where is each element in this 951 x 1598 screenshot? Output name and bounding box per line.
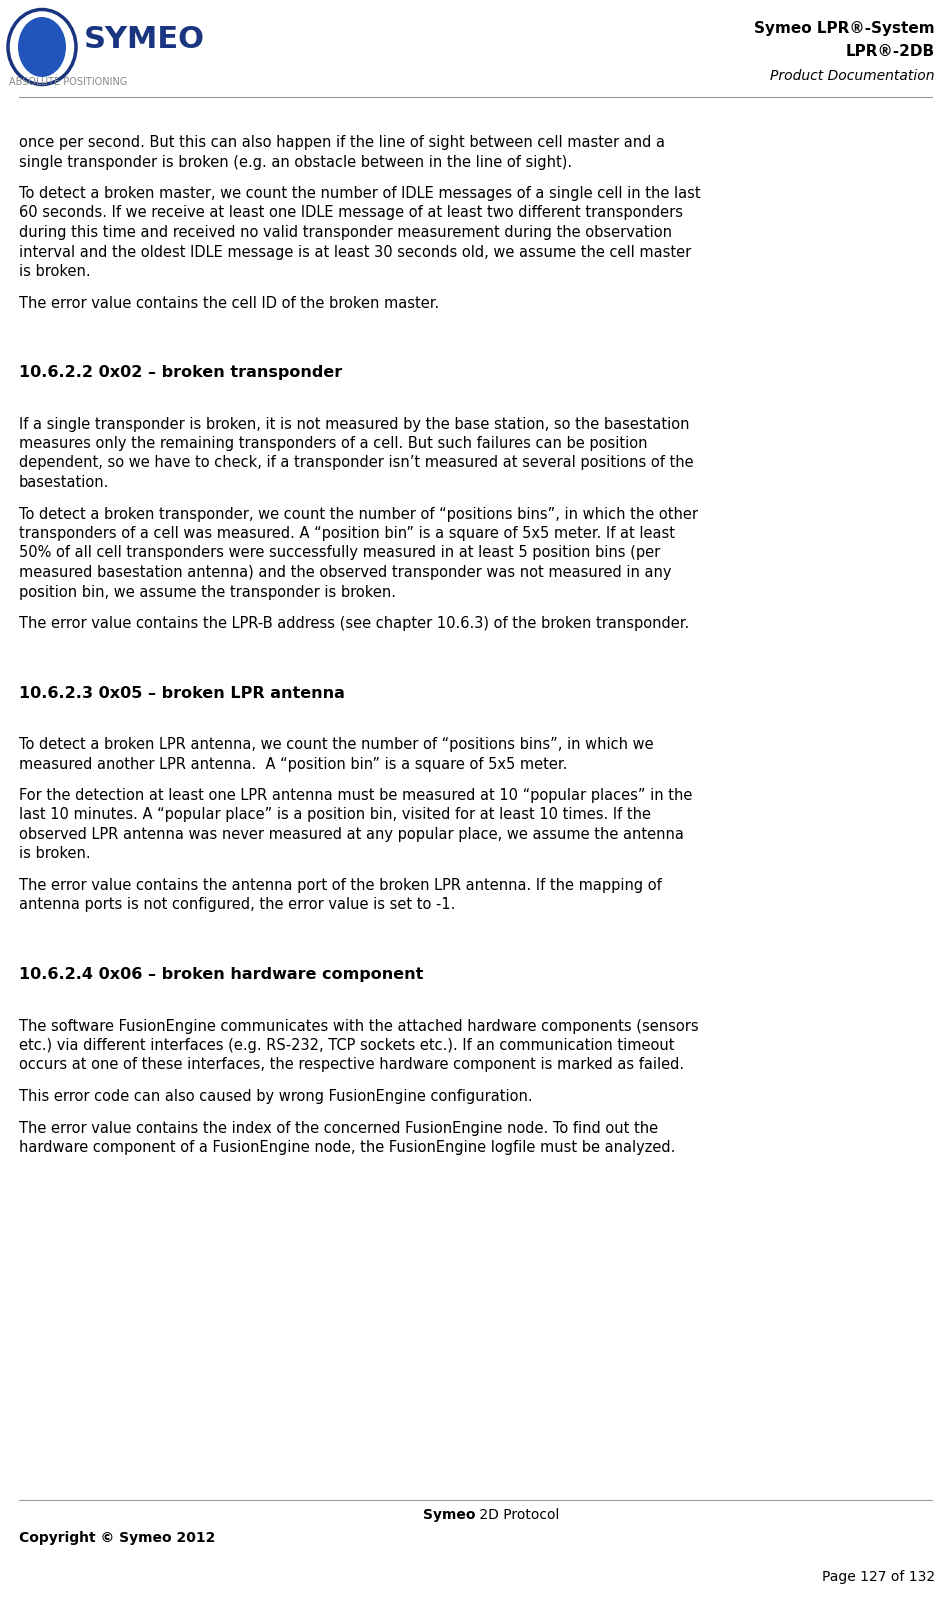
Text: 50% of all cell transponders were successfully measured in at least 5 position b: 50% of all cell transponders were succes… [19, 545, 660, 561]
Text: The error value contains the cell ID of the broken master.: The error value contains the cell ID of … [19, 296, 439, 310]
Text: Copyright © Symeo 2012: Copyright © Symeo 2012 [19, 1531, 215, 1545]
Text: hardware component of a FusionEngine node, the FusionEngine logfile must be anal: hardware component of a FusionEngine nod… [19, 1139, 675, 1155]
Text: etc.) via different interfaces (e.g. RS-232, TCP sockets etc.). If an communicat: etc.) via different interfaces (e.g. RS-… [19, 1039, 674, 1053]
Text: measured another LPR antenna.  A “position bin” is a square of 5x5 meter.: measured another LPR antenna. A “positio… [19, 756, 568, 772]
Text: This error code can also caused by wrong FusionEngine configuration.: This error code can also caused by wrong… [19, 1088, 533, 1104]
Text: once per second. But this can also happen if the line of sight between cell mast: once per second. But this can also happe… [19, 134, 665, 150]
Text: occurs at one of these interfaces, the respective hardware component is marked a: occurs at one of these interfaces, the r… [19, 1058, 684, 1072]
Text: position bin, we assume the transponder is broken.: position bin, we assume the transponder … [19, 585, 396, 599]
Ellipse shape [18, 18, 66, 77]
Text: basestation.: basestation. [19, 475, 109, 491]
Text: The error value contains the LPR-B address (see chapter 10.6.3) of the broken tr: The error value contains the LPR-B addre… [19, 615, 689, 631]
Text: The error value contains the index of the concerned FusionEngine node. To find o: The error value contains the index of th… [19, 1120, 658, 1136]
Text: 10.6.2.2 0x02 – broken transponder: 10.6.2.2 0x02 – broken transponder [19, 364, 342, 380]
Text: To detect a broken LPR antenna, we count the number of “positions bins”, in whic: To detect a broken LPR antenna, we count… [19, 737, 653, 753]
Text: measures only the remaining transponders of a cell. But such failures can be pos: measures only the remaining transponders… [19, 436, 648, 451]
Text: SYMEO: SYMEO [84, 26, 205, 54]
Text: The software FusionEngine communicates with the attached hardware components (se: The software FusionEngine communicates w… [19, 1018, 699, 1034]
Text: LPR®-2DB: LPR®-2DB [845, 45, 935, 59]
Text: 2D Protocol: 2D Protocol [475, 1509, 559, 1521]
Text: measured basestation antenna) and the observed transponder was not measured in a: measured basestation antenna) and the ob… [19, 566, 671, 580]
Text: If a single transponder is broken, it is not measured by the base station, so th: If a single transponder is broken, it is… [19, 417, 689, 431]
Text: ABSOLUTE POSITIONING: ABSOLUTE POSITIONING [9, 77, 127, 86]
Text: 10.6.2.3 0x05 – broken LPR antenna: 10.6.2.3 0x05 – broken LPR antenna [19, 686, 345, 700]
Text: For the detection at least one LPR antenna must be measured at 10 “popular place: For the detection at least one LPR anten… [19, 788, 692, 804]
Text: Symeo LPR®-System: Symeo LPR®-System [754, 21, 935, 35]
Text: Page 127 of 132: Page 127 of 132 [822, 1569, 935, 1584]
Text: during this time and received no valid transponder measurement during the observ: during this time and received no valid t… [19, 225, 672, 240]
Text: dependent, so we have to check, if a transponder isn’t measured at several posit: dependent, so we have to check, if a tra… [19, 455, 693, 470]
Text: Product Documentation: Product Documentation [770, 69, 935, 83]
Text: last 10 minutes. A “popular place” is a position bin, visited for at least 10 ti: last 10 minutes. A “popular place” is a … [19, 807, 651, 823]
Text: transponders of a cell was measured. A “position bin” is a square of 5x5 meter. : transponders of a cell was measured. A “… [19, 526, 675, 542]
Text: To detect a broken master, we count the number of IDLE messages of a single cell: To detect a broken master, we count the … [19, 185, 701, 201]
Text: To detect a broken transponder, we count the number of “positions bins”, in whic: To detect a broken transponder, we count… [19, 507, 698, 521]
Text: interval and the oldest IDLE message is at least 30 seconds old, we assume the c: interval and the oldest IDLE message is … [19, 244, 691, 259]
Text: observed LPR antenna was never measured at any popular place, we assume the ante: observed LPR antenna was never measured … [19, 828, 684, 842]
Text: Symeo: Symeo [422, 1509, 475, 1521]
Text: 10.6.2.4 0x06 – broken hardware component: 10.6.2.4 0x06 – broken hardware componen… [19, 967, 423, 983]
Text: is broken.: is broken. [19, 264, 90, 280]
Text: The error value contains the antenna port of the broken LPR antenna. If the mapp: The error value contains the antenna por… [19, 877, 662, 893]
Ellipse shape [8, 10, 76, 85]
Text: antenna ports is not configured, the error value is set to -1.: antenna ports is not configured, the err… [19, 898, 456, 912]
Text: single transponder is broken (e.g. an obstacle between in the line of sight).: single transponder is broken (e.g. an ob… [19, 155, 573, 169]
Text: 60 seconds. If we receive at least one IDLE message of at least two different tr: 60 seconds. If we receive at least one I… [19, 206, 683, 221]
Text: is broken.: is broken. [19, 847, 90, 861]
